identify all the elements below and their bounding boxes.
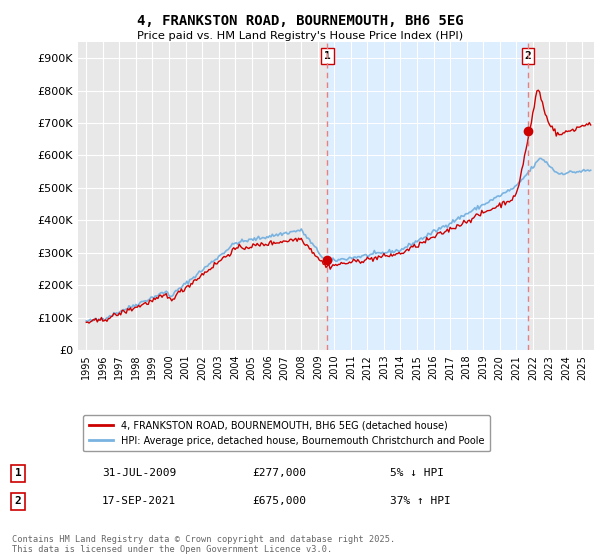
Text: 37% ↑ HPI: 37% ↑ HPI — [390, 496, 451, 506]
Text: 1: 1 — [14, 468, 22, 478]
Bar — [328, 42, 528, 350]
Text: 17-SEP-2021: 17-SEP-2021 — [102, 496, 176, 506]
Text: 2: 2 — [14, 496, 22, 506]
Text: 4, FRANKSTON ROAD, BOURNEMOUTH, BH6 5EG: 4, FRANKSTON ROAD, BOURNEMOUTH, BH6 5EG — [137, 14, 463, 28]
Text: Price paid vs. HM Land Registry's House Price Index (HPI): Price paid vs. HM Land Registry's House … — [137, 31, 463, 41]
Text: £675,000: £675,000 — [252, 496, 306, 506]
Text: 2: 2 — [525, 51, 532, 61]
Legend: 4, FRANKSTON ROAD, BOURNEMOUTH, BH6 5EG (detached house), HPI: Average price, de: 4, FRANKSTON ROAD, BOURNEMOUTH, BH6 5EG … — [83, 415, 490, 451]
Text: 5% ↓ HPI: 5% ↓ HPI — [390, 468, 444, 478]
Text: £277,000: £277,000 — [252, 468, 306, 478]
Text: 1: 1 — [324, 51, 331, 61]
Text: 31-JUL-2009: 31-JUL-2009 — [102, 468, 176, 478]
Text: Contains HM Land Registry data © Crown copyright and database right 2025.
This d: Contains HM Land Registry data © Crown c… — [12, 535, 395, 554]
